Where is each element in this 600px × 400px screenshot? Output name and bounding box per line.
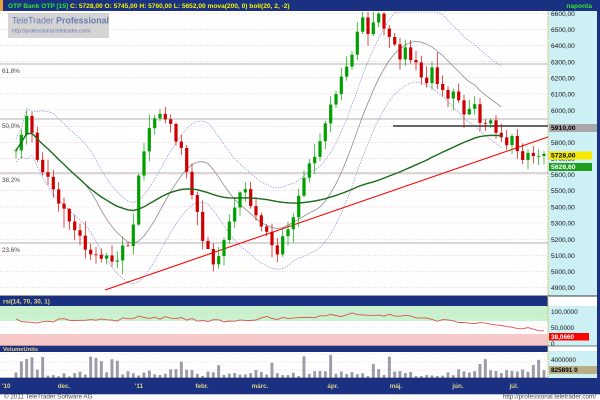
svg-text:6100,00: 6100,00: [551, 92, 575, 99]
svg-text:6600,00: 6600,00: [551, 11, 575, 18]
svg-text:38,0660: 38,0660: [551, 334, 575, 341]
svg-text:825891 0: 825891 0: [551, 367, 578, 374]
svg-text:0: 0: [551, 341, 555, 348]
svg-text:6300,00: 6300,00: [551, 60, 575, 67]
svg-text:'11: '11: [135, 383, 144, 390]
svg-text:5200,00: 5200,00: [551, 237, 575, 244]
svg-text:5910,00: 5910,00: [551, 125, 576, 132]
svg-text:5728,00: 5728,00: [551, 153, 576, 160]
svg-text:ápr.: ápr.: [327, 383, 338, 390]
svg-text:4000000: 4000000: [551, 357, 576, 364]
svg-text:VolumeUnits: VolumeUnits: [3, 347, 38, 353]
svg-text:rsi(14, 70, 30, 1): rsi(14, 70, 30, 1): [3, 299, 50, 306]
svg-text:http://professional.teletrader: http://professional.teletrader.com/: [503, 393, 596, 400]
svg-text:OTP Bank OTP [15] C: 5728,00 O: OTP Bank OTP [15] C: 5728,00 O: 5745,00 …: [8, 3, 290, 10]
svg-text:50,0%: 50,0%: [2, 123, 20, 130]
svg-text:50,0000: 50,0000: [551, 325, 575, 332]
svg-text:© 2011 TeleTrader Software AG: © 2011 TeleTrader Software AG: [4, 392, 93, 400]
svg-text:febr.: febr.: [195, 383, 209, 390]
svg-text:5600,00: 5600,00: [551, 172, 575, 179]
svg-text:5000,00: 5000,00: [551, 269, 575, 276]
svg-text:dec.: dec.: [58, 383, 71, 390]
svg-text:5100,00: 5100,00: [551, 253, 575, 260]
svg-text:4900,00: 4900,00: [551, 285, 575, 292]
svg-text:6200,00: 6200,00: [551, 76, 575, 83]
svg-text:márc.: márc.: [252, 383, 269, 390]
svg-text:61,8%: 61,8%: [2, 68, 20, 75]
svg-text:23,6%: 23,6%: [2, 247, 20, 254]
svg-text:5500,00: 5500,00: [551, 188, 575, 195]
svg-text:5300,00: 5300,00: [551, 221, 575, 228]
svg-text:100,0000: 100,0000: [551, 309, 578, 316]
svg-text:máj.: máj.: [390, 383, 403, 390]
svg-text:38,2%: 38,2%: [2, 177, 20, 184]
svg-text:júl.: júl.: [508, 383, 518, 390]
svg-text:6400,00: 6400,00: [551, 43, 575, 50]
svg-text:jún.: jún.: [451, 383, 463, 390]
svg-text:naponta: naponta: [566, 3, 592, 10]
svg-text:http://professional.teletrader: http://professional.teletrader.com/: [12, 29, 91, 35]
svg-text:6000,00: 6000,00: [551, 108, 575, 115]
svg-text:5400,00: 5400,00: [551, 205, 575, 212]
svg-text:'10: '10: [2, 383, 11, 390]
svg-text:6500,00: 6500,00: [551, 27, 575, 34]
svg-text:TeleTrader Professional: TeleTrader Professional: [12, 16, 109, 26]
svg-text:5800,00: 5800,00: [551, 140, 575, 147]
svg-text:5628,60: 5628,60: [551, 164, 576, 171]
